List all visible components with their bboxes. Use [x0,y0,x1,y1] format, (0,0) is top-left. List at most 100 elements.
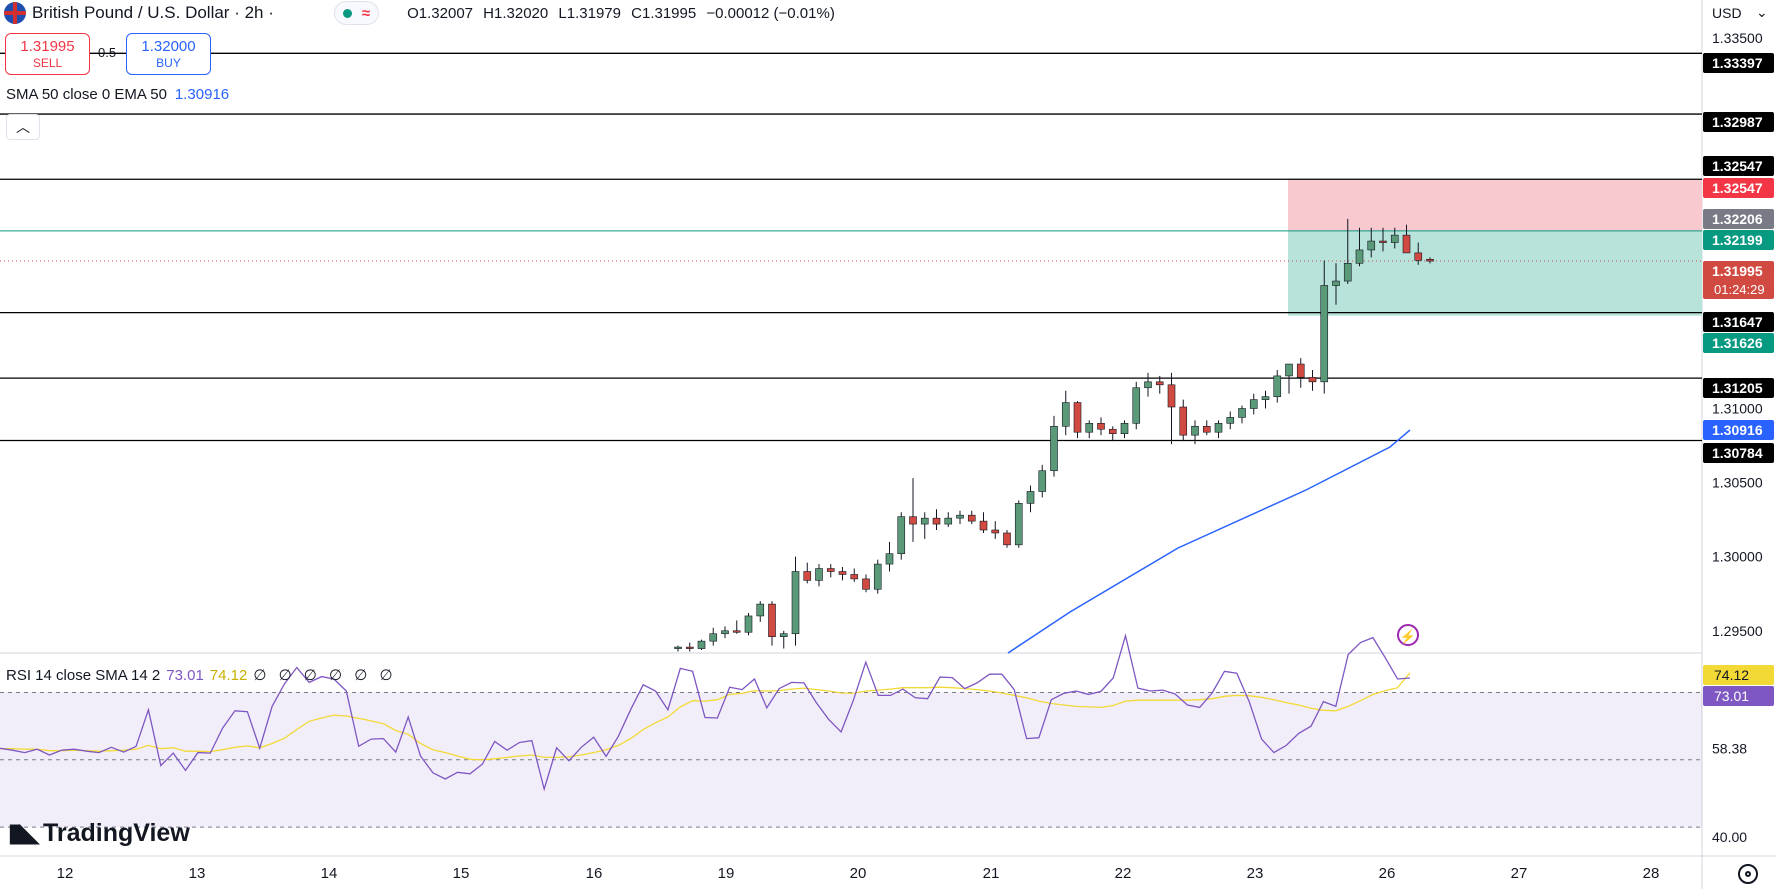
wave-icon: ≈ [361,4,371,22]
take-profit-zone [1288,230,1702,316]
candle-body [826,568,835,572]
market-status-pill[interactable]: ≈ [333,1,380,25]
candle-body [1191,425,1199,436]
lightning-icon[interactable]: ⚡ [1397,624,1419,646]
price-axis-tick-label: 1.29500 [1712,623,1763,639]
price-label-text: 1.32547 [1712,158,1763,174]
price-label-badge [1703,209,1774,229]
candle-body [1202,425,1211,433]
buy-price: 1.32000 [141,38,196,55]
price-label-badge [1703,378,1774,398]
price-axis-tick-label: 1.33500 [1712,30,1763,46]
price-label-text: 1.31995 [1712,263,1763,279]
price-label-text: 1.30784 [1712,445,1763,461]
candle-body [1014,503,1023,546]
time-axis-tick-label: 21 [983,865,1000,882]
ohlc-readout: O1.32007 H1.32020 L1.31979 C1.31995 −0.0… [407,5,841,22]
countdown-badge [1703,279,1774,299]
symbol-title[interactable]: British Pound / U.S. Dollar · 2h · [32,3,274,22]
candle-body [873,563,882,590]
candle-body [1085,423,1094,433]
candle-body [1120,423,1129,434]
ema-50-line [1007,429,1411,654]
candle-body [909,516,917,525]
candle-body [991,529,1000,534]
ohlc-high: H1.32020 [483,4,549,22]
candle-body [1343,262,1352,282]
candle-body [732,630,741,633]
price-axis-tick-label: 1.30500 [1712,475,1763,491]
candle-body [756,603,765,617]
candle-body [1296,363,1305,378]
price-label-badge [1703,420,1774,440]
candle-body [1320,285,1329,383]
candle-body [744,615,753,633]
ema-legend[interactable]: SMA 50 close 0 EMA 50 1.30916 [6,86,229,103]
price-label-badge [1703,53,1774,73]
rsi-ma-axis-text: 74.12 [1714,667,1749,683]
price-label-text: 1.31205 [1712,380,1763,396]
candle-body [944,517,953,525]
buy-button[interactable]: 1.32000 BUY [126,33,211,75]
currency-selector[interactable]: USD [1712,5,1742,21]
candle-body [1379,240,1387,243]
candle-body [1073,402,1082,433]
candle-body [1390,234,1399,243]
price-label-text: 1.32547 [1712,180,1763,196]
candle-body [1226,417,1235,424]
time-axis-tick-label: 22 [1115,865,1132,882]
rsi-axis-tick-label: 58.38 [1712,740,1747,756]
price-label-text: 1.31626 [1712,335,1763,351]
time-axis-tick-label: 26 [1379,865,1396,882]
time-axis-tick-label: 14 [321,865,338,882]
candle-body [803,571,812,581]
rsi-ma-line [0,672,1411,761]
time-axis-tick-label: 19 [718,865,735,882]
price-label-text: 1.32199 [1712,232,1763,248]
time-axis-tick-label: 23 [1247,865,1264,882]
candle-body [1108,428,1117,434]
countdown-text: 01:24:29 [1714,282,1765,297]
candle-body [850,574,859,580]
candle-body [979,520,988,531]
candle-body [1332,280,1340,286]
ohlc-open: O1.32007 [407,4,473,22]
candle-body [932,517,941,525]
spread-value: 0.5 [98,45,117,60]
time-axis-tick-label: 27 [1511,865,1528,882]
ohlc-close: C1.31995 [631,4,697,22]
sell-label: SELL [32,56,63,70]
price-label-badge [1703,156,1774,176]
chevron-down-icon[interactable]: ⌄ [1756,4,1768,20]
candle-body [815,568,823,581]
candle-body [1167,384,1176,408]
gbp-usd-flag-icon [4,2,26,24]
rsi-legend-value: 73.01 [166,667,204,684]
chevron-up-icon: ︿ [16,119,30,135]
candle-body [897,516,906,555]
sell-button[interactable]: 1.31995 SELL [5,33,90,75]
stop-loss-zone [1288,179,1702,231]
tradingview-logo-icon: ▮◣ [8,819,39,847]
price-label-badge [1703,333,1774,353]
rsi-axis-badge [1703,686,1774,706]
candle-body [1308,377,1317,383]
candle-body [1367,240,1376,251]
price-axis-tick-label: 1.30000 [1712,549,1763,565]
price-label-badge [1703,443,1774,463]
candle-body [838,571,847,575]
gear-icon[interactable] [1738,864,1758,884]
price-label-badge [1703,261,1774,281]
symbol-header: British Pound / U.S. Dollar · 2h · ≈ O1.… [0,0,841,26]
ohlc-change: −0.00012 (−0.01%) [706,4,835,22]
collapse-legend-button[interactable]: ︿ [6,114,40,140]
candle-body [1179,406,1188,436]
rsi-legend[interactable]: RSI 14 close SMA 14 2 73.01 74.12 ∅ ∅ ∅ ∅ ∅… [6,666,397,684]
ohlc-low: L1.31979 [558,4,621,22]
ema-legend-title: SMA 50 close 0 EMA 50 [6,86,167,103]
time-axis-tick-label: 13 [189,865,206,882]
ema-legend-value: 1.30916 [174,86,230,103]
rsi-axis-tick-label: 40.00 [1712,829,1747,845]
tradingview-logo[interactable]: ▮◣ TradingView [8,818,190,848]
